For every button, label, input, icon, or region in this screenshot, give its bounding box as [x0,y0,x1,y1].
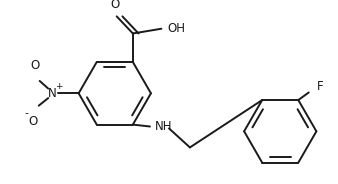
Text: O: O [28,115,38,128]
Text: N: N [48,87,56,100]
Text: O: O [110,0,119,11]
Text: -: - [24,108,28,118]
Text: OH: OH [167,22,185,35]
Text: F: F [316,80,323,93]
Text: NH: NH [155,120,172,133]
Text: +: + [55,82,63,91]
Text: O: O [30,59,40,72]
